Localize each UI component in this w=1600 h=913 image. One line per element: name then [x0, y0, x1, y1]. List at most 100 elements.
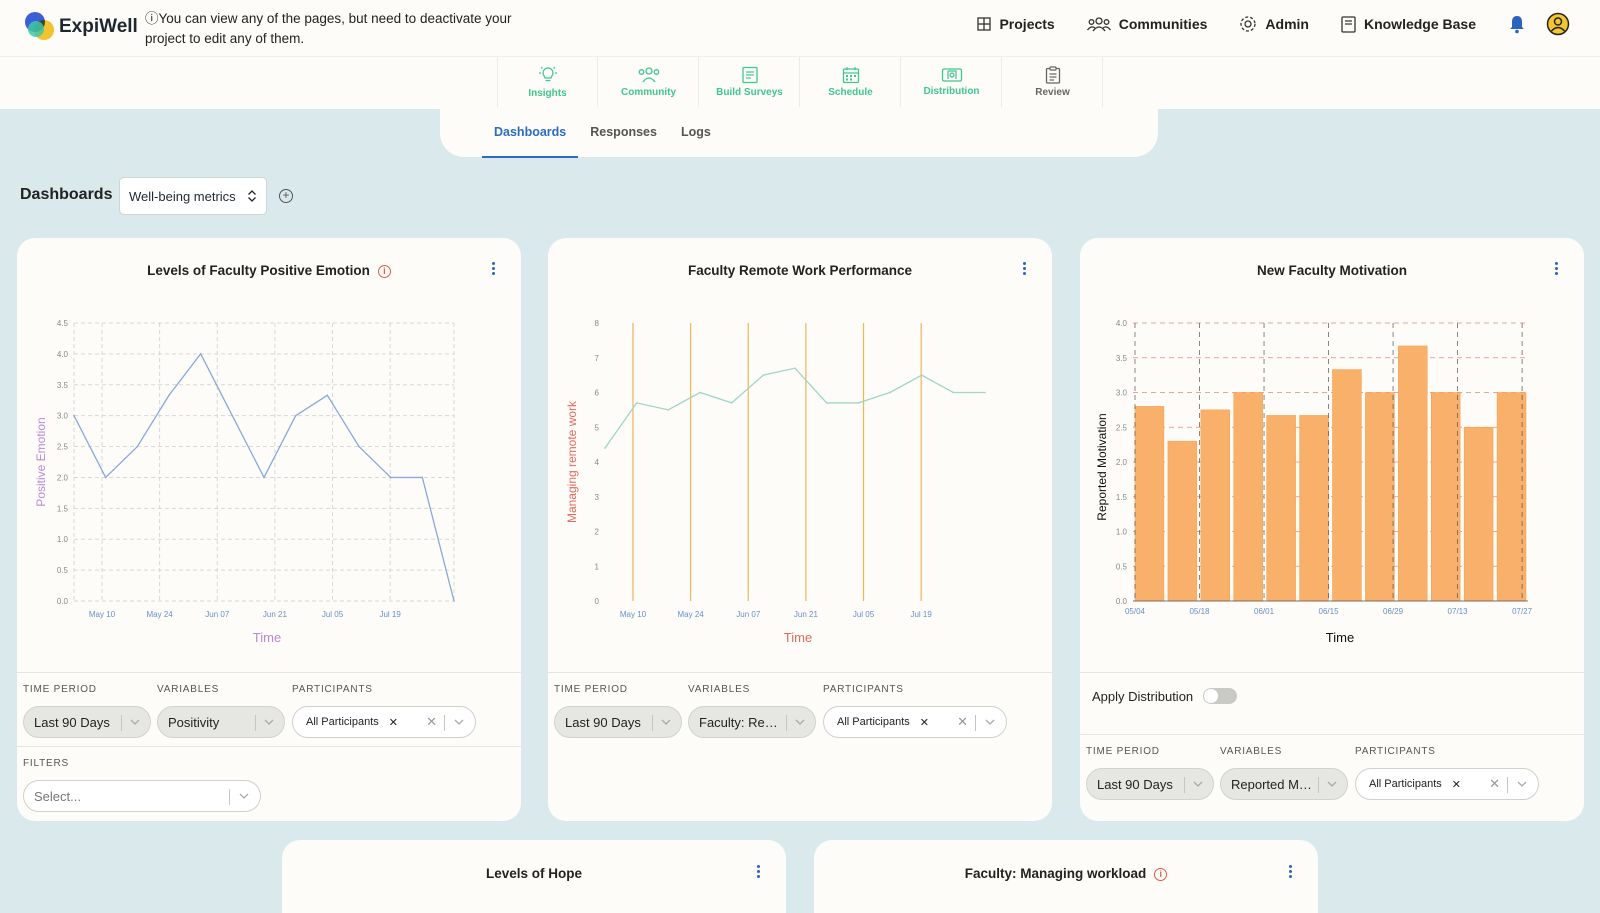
- clipboard-icon: [1045, 66, 1060, 84]
- bar: [1200, 409, 1231, 602]
- data-point: [794, 367, 796, 369]
- add-dashboard-button[interactable]: +: [279, 189, 293, 203]
- filter-select[interactable]: Select...: [23, 780, 261, 812]
- variables-select[interactable]: Positivity: [157, 706, 285, 738]
- x-tick-label: Jul 19: [910, 610, 932, 619]
- y-tick-label: 1.5: [57, 504, 69, 513]
- data-point: [984, 391, 986, 394]
- participants-select[interactable]: All Participants ✕ ✕: [1355, 768, 1539, 800]
- motivation-chart: 0.0 0.5 1.0 1.5 2.0 2.5 3.0 3.5 4.0 05/04 05/18 06/…: [1095, 319, 1533, 645]
- project-stepper: Insights Community Build Surveys Schedul…: [497, 57, 1103, 107]
- apply-distribution: Apply Distribution: [1092, 688, 1238, 704]
- y-tick-label: 0.5: [1116, 562, 1128, 571]
- sort-arrows-icon: [248, 190, 256, 202]
- chevron-down-icon: [661, 719, 671, 725]
- x-tick-label: May 24: [678, 610, 705, 619]
- y-axis-label: Positive Emotion: [34, 417, 48, 506]
- bell-icon[interactable]: [1508, 14, 1526, 34]
- clear-icon[interactable]: ✕: [957, 714, 968, 729]
- logo-mark-icon: [25, 12, 55, 42]
- apply-distribution-toggle[interactable]: [1203, 688, 1238, 704]
- card-menu-icon[interactable]: [492, 260, 496, 278]
- divider: [1080, 672, 1584, 673]
- info-icon[interactable]: i: [1154, 867, 1168, 881]
- clear-icon[interactable]: ✕: [1489, 776, 1500, 791]
- step-distribution[interactable]: Distribution: [901, 57, 1002, 107]
- step-insights[interactable]: Insights: [497, 57, 598, 107]
- x-tick-label: 06/01: [1254, 607, 1275, 616]
- divider: [548, 672, 1052, 673]
- user-avatar-icon[interactable]: [1546, 12, 1570, 36]
- data-point: [358, 445, 360, 448]
- variables-select[interactable]: Reported M…: [1220, 768, 1348, 800]
- x-tick-label: 05/04: [1125, 607, 1146, 616]
- time-period-select[interactable]: Last 90 Days: [1086, 768, 1214, 800]
- participants-select[interactable]: All Participants ✕ ✕: [292, 706, 476, 738]
- nav-knowledge-base[interactable]: Knowledge Base: [1341, 15, 1476, 33]
- data-point: [231, 414, 234, 417]
- nav-projects[interactable]: Projects: [977, 16, 1055, 32]
- clear-icon[interactable]: ✕: [426, 714, 437, 729]
- tab-responses[interactable]: Responses: [590, 125, 657, 139]
- divider: [1080, 734, 1584, 735]
- variables-select[interactable]: Faculty: Re…: [688, 706, 816, 738]
- y-tick-label: 3: [595, 493, 600, 502]
- bar: [1233, 392, 1263, 602]
- filters-label: FILTERS: [23, 758, 69, 769]
- x-tick-label: May 10: [620, 610, 647, 619]
- nav-communities[interactable]: Communities: [1086, 16, 1207, 32]
- y-tick-label: 2.0: [1116, 458, 1128, 467]
- data-point: [699, 391, 701, 394]
- remove-tag-icon[interactable]: ✕: [1451, 778, 1461, 791]
- step-build-surveys[interactable]: Build Surveys: [699, 57, 800, 107]
- chevron-down-icon: [985, 719, 995, 725]
- card-title: Faculty: Managing workload i: [814, 866, 1318, 881]
- x-tick-label: Jun 21: [794, 610, 819, 619]
- series-line: [604, 367, 985, 449]
- x-axis-label: Time: [253, 630, 281, 645]
- data-point: [199, 353, 202, 355]
- time-period-select[interactable]: Last 90 Days: [23, 706, 151, 738]
- edit-notice: ⓘYou can view any of the pages, but need…: [145, 11, 512, 46]
- dashboard-select[interactable]: Well-being metrics: [119, 177, 267, 215]
- expiwell-logo[interactable]: ExpiWell: [25, 12, 138, 42]
- tab-dashboards[interactable]: Dashboards: [482, 110, 579, 158]
- tab-logs[interactable]: Logs: [680, 125, 711, 139]
- nav-admin[interactable]: Admin: [1239, 15, 1309, 33]
- lightbulb-icon: [538, 66, 557, 82]
- step-review[interactable]: Review: [1002, 57, 1103, 107]
- step-community[interactable]: Community: [598, 57, 699, 107]
- calendar-icon: [842, 67, 859, 84]
- bar: [1299, 415, 1329, 602]
- y-tick-label: 3.0: [1116, 389, 1128, 398]
- data-point: [635, 402, 638, 404]
- card-menu-icon[interactable]: [1555, 260, 1559, 278]
- variables-label: VARIABLES: [688, 684, 751, 695]
- card-menu-icon[interactable]: [1023, 260, 1027, 278]
- x-tick-label: 05/18: [1189, 607, 1210, 616]
- book-icon: [1341, 15, 1356, 33]
- chart-card-motivation: New Faculty Motivation 0.0 0.5 1.0 1.5 2.0 2.…: [1080, 238, 1584, 821]
- chevron-down-icon: [1517, 781, 1527, 787]
- time-period-select[interactable]: Last 90 Days: [554, 706, 682, 738]
- time-period-label: TIME PERIOD: [23, 684, 97, 695]
- y-tick-label: 0: [595, 597, 600, 606]
- card-menu-icon[interactable]: [1289, 863, 1293, 881]
- card-menu-icon[interactable]: [757, 863, 761, 881]
- y-tick-label: 0.5: [57, 566, 69, 575]
- y-tick-label: 4.5: [57, 319, 69, 328]
- users-icon: [1086, 17, 1111, 32]
- data-point: [73, 414, 75, 417]
- step-schedule[interactable]: Schedule: [800, 57, 901, 107]
- remove-tag-icon[interactable]: ✕: [388, 716, 398, 729]
- dashboards-heading: Dashboards: [20, 186, 113, 203]
- x-tick-label: Jun 07: [205, 610, 230, 619]
- positive-emotion-chart: 0.0 0.5 1.0 1.5 2.0 2.5 3.0 3.5 4.0 4.5 May 10 May …: [34, 319, 455, 645]
- info-icon[interactable]: i: [377, 264, 391, 278]
- main-nav: Projects Communities Admin Knowledge Bas…: [945, 12, 1570, 36]
- remove-tag-icon[interactable]: ✕: [919, 716, 929, 729]
- data-point: [168, 394, 170, 397]
- participants-select[interactable]: All Participants ✕ ✕: [823, 706, 1007, 738]
- chevron-down-icon: [795, 719, 805, 725]
- y-tick-label: 5: [595, 423, 600, 432]
